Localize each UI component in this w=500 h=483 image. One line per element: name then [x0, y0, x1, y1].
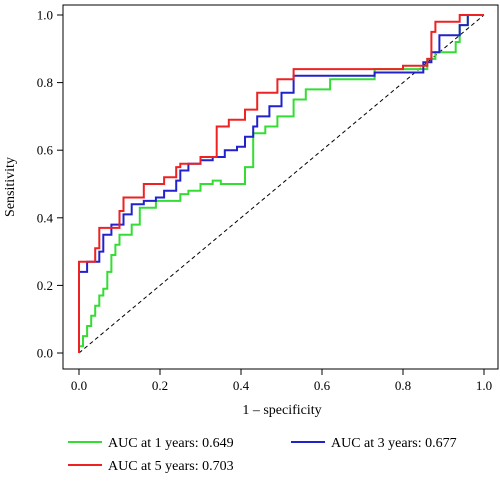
y-tick-label: 0.4: [37, 210, 54, 225]
y-tick-label: 1.0: [37, 8, 53, 23]
x-tick-label: 0.2: [152, 378, 168, 393]
y-tick-label: 0.2: [37, 278, 53, 293]
reference-diagonal: [78, 14, 485, 354]
x-axis: 0.0 0.2 0.4 0.6 0.8 1.0: [71, 369, 492, 393]
x-tick-label: 0.6: [314, 378, 331, 393]
plot-frame: [62, 4, 499, 370]
x-axis-label: 1 – specificity: [242, 403, 321, 418]
x-tick-label: 1.0: [476, 378, 492, 393]
y-axis: 0.0 0.2 0.4 0.6 0.8 1.0: [37, 8, 63, 361]
legend: AUC at 1 years: 0.649 AUC at 3 years: 0.6…: [68, 436, 457, 474]
legend-label-3: AUC at 5 years: 0.703: [108, 459, 234, 474]
y-tick-label: 0.0: [37, 346, 53, 361]
y-tick-label: 0.8: [37, 75, 53, 90]
x-tick-label: 0.0: [71, 378, 87, 393]
y-axis-label: Sensitivity: [3, 157, 18, 217]
y-tick-label: 0.6: [37, 143, 54, 158]
legend-label-2: AUC at 3 years: 0.677: [331, 436, 457, 451]
roc-line-series-3: [78, 14, 484, 353]
legend-label-1: AUC at 1 years: 0.649: [108, 436, 234, 451]
series-layer: [78, 14, 484, 353]
x-tick-label: 0.8: [395, 378, 411, 393]
x-tick-label: 0.4: [233, 378, 250, 393]
